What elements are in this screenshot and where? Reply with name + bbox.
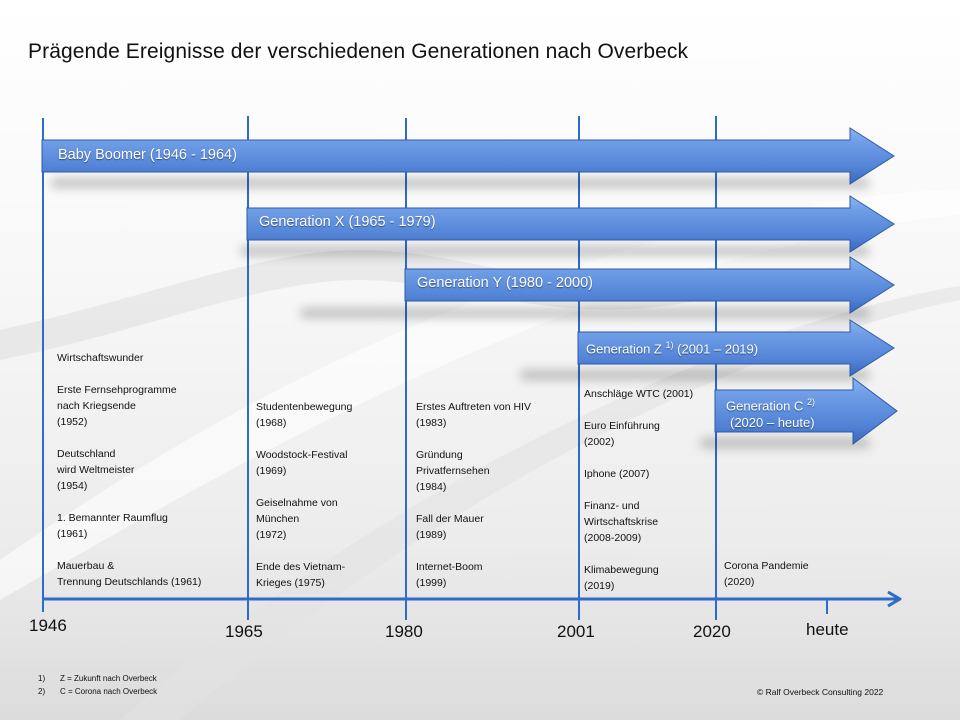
tick-2020: [715, 598, 717, 620]
footnote-number: 2): [38, 687, 46, 696]
generation-arrow-baby-boomer: Baby Boomer (1946 - 1964): [41, 127, 895, 185]
event-item: Ende des Vietnam- Krieges (1975): [256, 561, 346, 589]
axis-label-1980: 1980: [385, 622, 423, 641]
event-item: Woodstock-Festival (1969): [256, 449, 348, 477]
generation-arrow-z: Generation Z 1) (2001 – 2019): [577, 319, 895, 377]
arrow-shadow: [520, 370, 870, 380]
event-item: Mauerbau & Trennung Deutschlands (1961): [57, 560, 202, 588]
generation-arrow-y: Generation Y (1980 - 2000): [404, 256, 895, 314]
event-item: Finanz- und Wirtschaftskrise (2008-2009): [584, 500, 659, 544]
axis-label-2020: 2020: [693, 622, 731, 641]
generation-z-name: Generation Z: [586, 341, 662, 357]
page-title: Prägende Ereignisse der verschiedenen Ge…: [28, 40, 689, 63]
arrow-shadow: [700, 438, 870, 448]
event-item: Geiselnahme von München (1972): [256, 497, 338, 541]
generation-arrow-x: Generation X (1965 - 1979): [246, 195, 895, 253]
footnote-ref-2: 2): [806, 397, 815, 407]
events-column-1980: Erstes Auftreten von HIV (1983) Gründung…: [416, 399, 531, 591]
event-item: 1. Bemannter Raumflug (1961): [57, 512, 168, 540]
event-item: Deutschland wird Weltmeister (1954): [57, 448, 135, 492]
arrow-shape-icon: [714, 377, 898, 445]
arrow-shape-icon: [577, 319, 895, 377]
tick-1965: [247, 598, 249, 620]
footnote-number: 1): [38, 674, 46, 683]
arrow-shape-icon: [41, 127, 895, 185]
era-line-1965: [247, 116, 249, 600]
arrow-shadow: [50, 178, 870, 188]
event-item: Erstes Auftreten von HIV (1983): [416, 401, 531, 429]
event-item: Internet-Boom (1999): [416, 561, 483, 589]
footnote-text: Z = Zukunft nach Overbeck: [60, 674, 157, 683]
events-column-2020: Corona Pandemie (2020): [724, 558, 809, 590]
generation-label-c: Generation C 2) (2020 – heute): [726, 394, 815, 431]
tick-heute: [826, 598, 828, 614]
generation-label-y: Generation Y (1980 - 2000): [417, 275, 594, 291]
axis-label-2001: 2001: [557, 622, 595, 641]
generation-arrow-c: Generation C 2) (2020 – heute): [714, 377, 898, 445]
axis-label-1946: 1946: [29, 616, 67, 635]
footnote-1: 1) Z = Zukunft nach Overbeck: [38, 674, 157, 683]
event-item: Klimabewegung (2019): [584, 564, 659, 592]
generation-label-x: Generation X (1965 - 1979): [259, 214, 436, 230]
arrow-shape-icon: [404, 256, 895, 314]
generation-label-baby-boomer: Baby Boomer (1946 - 1964): [58, 147, 237, 163]
generation-label-z: Generation Z 1) (2001 – 2019): [586, 340, 758, 356]
footnote-2: 2) C = Corona nach Overbeck: [38, 687, 157, 696]
footnote-text: C = Corona nach Overbeck: [60, 687, 158, 696]
generation-z-range: (2001 – 2019): [677, 341, 759, 357]
events-column-1965: Studentenbewegung (1968) Woodstock-Festi…: [256, 399, 352, 591]
event-item: Studentenbewegung (1968): [256, 401, 353, 429]
tick-1980: [405, 598, 407, 620]
footnote-ref-1: 1): [665, 340, 674, 350]
axis-label-1965: 1965: [225, 622, 263, 641]
arrow-shape-icon: [246, 195, 895, 253]
events-column-2001: Anschläge WTC (2001) Euro Einführung (20…: [584, 386, 693, 594]
copyright-notice: © Ralf Overbeck Consulting 2022: [757, 687, 884, 697]
era-line-1980: [405, 118, 407, 600]
axis-label-heute: heute: [806, 620, 849, 639]
event-item: Iphone (2007): [584, 468, 650, 480]
event-item: Corona Pandemie (2020): [724, 560, 809, 588]
event-item: Gründung Privatfernsehen (1984): [416, 449, 490, 493]
tick-1946: [42, 598, 44, 612]
arrow-shadow: [300, 308, 870, 318]
timeline-axis-arrow-icon: [42, 590, 902, 608]
event-item: Wirtschaftswunder: [57, 352, 144, 364]
event-item: Euro Einführung (2002): [584, 420, 660, 448]
events-column-1946: Wirtschaftswunder Erste Fernsehprogramme…: [57, 350, 201, 590]
generation-c-name: Generation C: [726, 398, 804, 414]
generation-c-range: (2020 – heute): [730, 415, 815, 431]
arrow-shadow: [240, 246, 870, 256]
era-line-1946: [42, 118, 44, 600]
event-item: Anschläge WTC (2001): [584, 388, 694, 400]
tick-2001: [578, 598, 580, 620]
event-item: Fall der Mauer (1989): [416, 513, 484, 541]
event-item: Erste Fernsehprogramme nach Kriegsende (…: [57, 384, 177, 428]
